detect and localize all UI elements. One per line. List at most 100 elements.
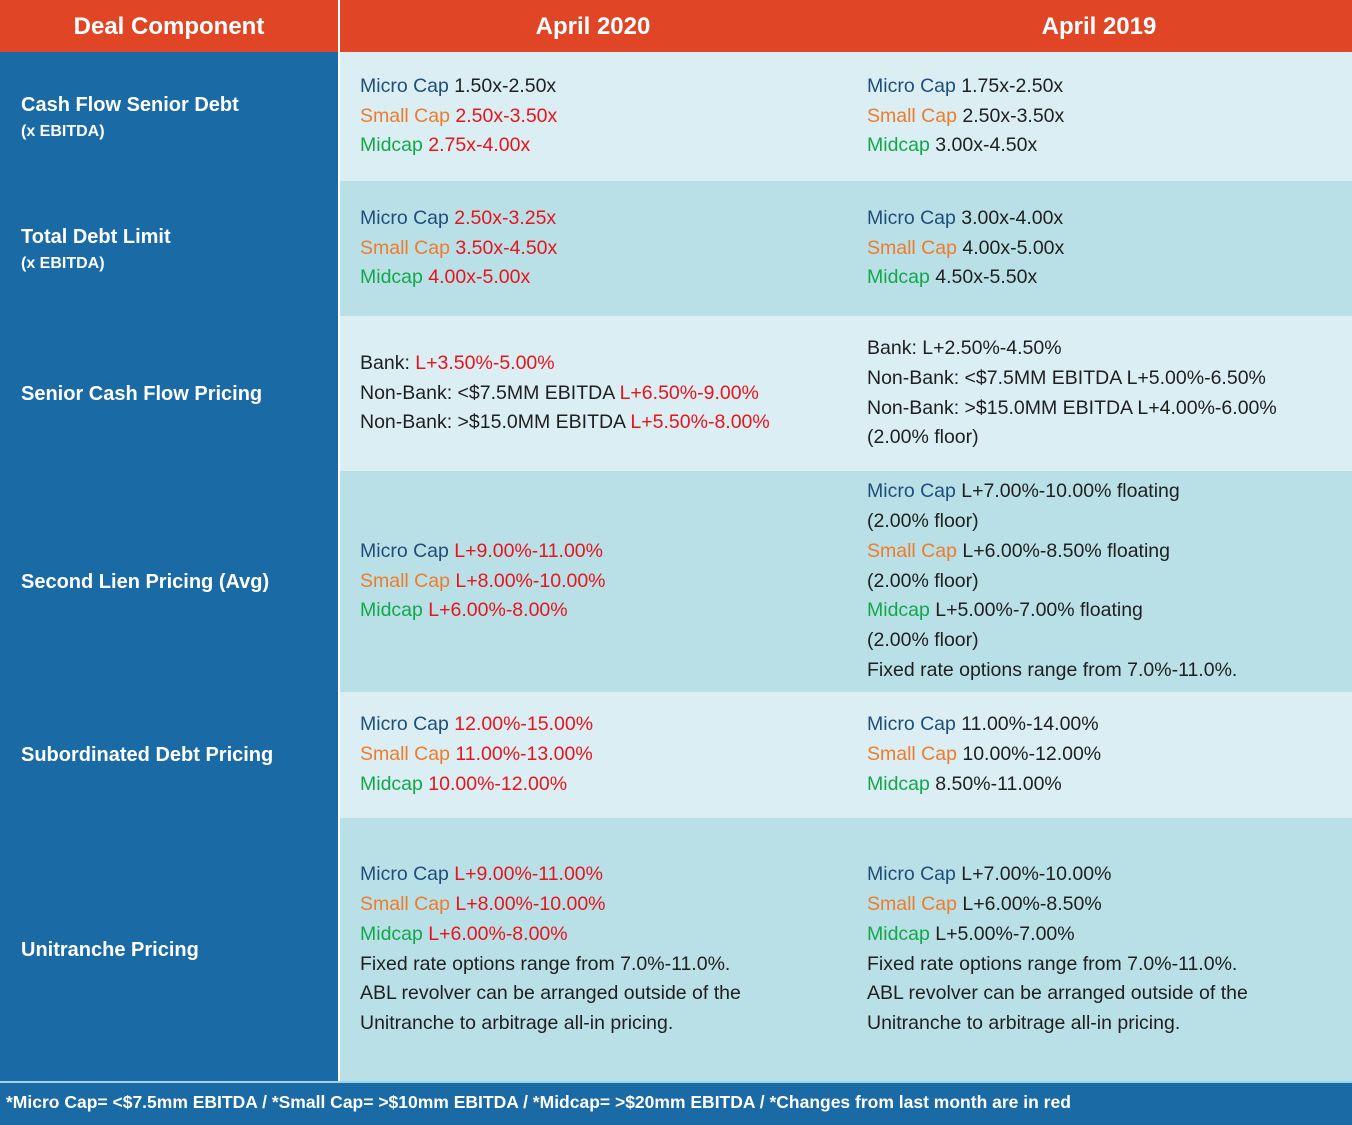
cell-line: Bank: L+3.50%-5.00% bbox=[360, 349, 846, 379]
cell-line: Micro Cap L+7.00%-10.00% floating bbox=[867, 477, 1352, 507]
cell-line: (2.00% floor) bbox=[867, 507, 1352, 537]
cell-text: 3.00x-4.50x bbox=[929, 134, 1038, 157]
row-label-main: Unitranche Pricing bbox=[21, 938, 199, 961]
changed-value: L+9.00%-11.00% bbox=[448, 539, 603, 562]
cell-line: Micro Cap L+9.00%-11.00% bbox=[360, 537, 846, 567]
cell-text: L+5.00%-7.00% bbox=[929, 922, 1075, 945]
cell-line: Midcap 4.00x-5.00x bbox=[360, 263, 846, 293]
cell-line: Fixed rate options range from 7.0%-11.0%… bbox=[360, 950, 846, 980]
cell-text: Micro Cap bbox=[360, 74, 449, 97]
cell-text: Small Cap bbox=[867, 892, 957, 915]
cell-line: Bank: L+2.50%-4.50% bbox=[867, 334, 1352, 364]
cell-text: Small Cap bbox=[867, 104, 957, 127]
cell-april-2019: Micro Cap 11.00%-14.00% Small Cap 10.00%-… bbox=[846, 692, 1352, 818]
row-label: Senior Cash Flow Pricing bbox=[0, 316, 338, 471]
cell-line: Midcap 4.50x-5.50x bbox=[867, 263, 1352, 293]
cell-text: (2.00% floor) bbox=[867, 569, 979, 592]
cell-text: Unitranche to arbitrage all-in pricing. bbox=[867, 1012, 1181, 1035]
cell-text: Midcap bbox=[360, 922, 423, 945]
cell-april-2020: Micro Cap 2.50x-3.25x Small Cap 3.50x-4.5… bbox=[340, 181, 846, 316]
cell-text: Non-Bank: >$15.0MM EBITDA L+4.00%-6.00% bbox=[867, 396, 1277, 419]
cell-text: 4.50x-5.50x bbox=[929, 266, 1038, 289]
cell-line: Small Cap 4.00x-5.00x bbox=[867, 234, 1352, 264]
cell-line: Midcap L+6.00%-8.00% bbox=[360, 596, 846, 626]
cell-line: Small Cap 11.00%-13.00% bbox=[360, 740, 846, 770]
cell-line: Midcap L+5.00%-7.00% floating bbox=[867, 596, 1352, 626]
cell-text: Bank: bbox=[360, 351, 416, 374]
table-header: Deal Component April 2020 April 2019 bbox=[0, 0, 1352, 52]
row-label-main: Second Lien Pricing (Avg) bbox=[21, 570, 270, 593]
cell-line: Micro Cap 2.50x-3.25x bbox=[360, 204, 846, 234]
cell-line: Micro Cap L+9.00%-11.00% bbox=[360, 860, 846, 890]
cell-line: (2.00% floor) bbox=[867, 567, 1352, 597]
cell-text: 2.50x-3.50x bbox=[956, 104, 1065, 127]
cell-line: Non-Bank: <$7.5MM EBITDA L+5.00%-6.50% bbox=[867, 364, 1352, 394]
cell-text: Fixed rate options range from 7.0%-11.0%… bbox=[867, 658, 1238, 681]
cell-line: Midcap L+6.00%-8.00% bbox=[360, 920, 846, 950]
table-row: Unitranche Pricing Micro Cap L+9.00%-11.… bbox=[0, 818, 1352, 1081]
cell-text: Micro Cap bbox=[360, 539, 449, 562]
cell-april-2020: Bank: L+3.50%-5.00% Non-Bank: <$7.5MM EBI… bbox=[340, 316, 846, 471]
cell-line: Fixed rate options range from 7.0%-11.0%… bbox=[867, 950, 1352, 980]
cell-line: Micro Cap L+7.00%-10.00% bbox=[867, 860, 1352, 890]
cell-april-2020: Micro Cap 1.50x-2.50x Small Cap 2.50x-3.5… bbox=[340, 52, 846, 181]
cell-line: Micro Cap 12.00%-15.00% bbox=[360, 710, 846, 740]
cell-text: L+6.00%-8.50% floating bbox=[956, 539, 1170, 562]
cell-april-2019: Micro Cap L+7.00%-10.00% Small Cap L+6.00… bbox=[846, 818, 1352, 1081]
cell-line: Small Cap 2.50x-3.50x bbox=[360, 102, 846, 132]
changed-value: L+6.00%-8.00% bbox=[422, 922, 568, 945]
cell-line: Midcap 8.50%-11.00% bbox=[867, 770, 1352, 800]
cell-line: Unitranche to arbitrage all-in pricing. bbox=[867, 1009, 1352, 1039]
cell-text: Small Cap bbox=[360, 104, 450, 127]
cell-line: Small Cap 10.00%-12.00% bbox=[867, 740, 1352, 770]
cell-text: Unitranche to arbitrage all-in pricing. bbox=[360, 1012, 674, 1035]
changed-value: L+8.00%-10.00% bbox=[449, 569, 606, 592]
cell-text: Fixed rate options range from 7.0%-11.0%… bbox=[867, 952, 1238, 975]
cell-text: Small Cap bbox=[360, 569, 450, 592]
cell-text: Micro Cap bbox=[360, 863, 449, 886]
cell-april-2020: Micro Cap 12.00%-15.00% Small Cap 11.00%-… bbox=[340, 692, 846, 818]
cell-line: Micro Cap 1.75x-2.50x bbox=[867, 72, 1352, 102]
row-label-main: Senior Cash Flow Pricing bbox=[21, 382, 263, 405]
cell-text: 11.00%-14.00% bbox=[955, 713, 1099, 736]
row-label-main: Subordinated Debt Pricing bbox=[21, 744, 274, 766]
cell-line: (2.00% floor) bbox=[867, 626, 1352, 656]
cell-text: Midcap bbox=[867, 922, 930, 945]
cell-text: Micro Cap bbox=[360, 206, 449, 229]
cell-text: L+5.00%-7.00% floating bbox=[929, 599, 1143, 622]
cell-text: L+6.00%-8.50% bbox=[956, 892, 1102, 915]
cell-text: Small Cap bbox=[867, 236, 957, 259]
changed-value: 2.50x-3.50x bbox=[449, 104, 558, 127]
table-row: Second Lien Pricing (Avg) Micro Cap L+9.… bbox=[0, 471, 1352, 692]
row-label-sub: (x EBITDA) bbox=[21, 122, 105, 140]
header-divider bbox=[338, 0, 340, 52]
cell-text: Micro Cap bbox=[360, 713, 449, 736]
cell-text: Micro Cap bbox=[867, 713, 956, 736]
cell-line: Midcap L+5.00%-7.00% bbox=[867, 920, 1352, 950]
cell-text: 10.00%-12.00% bbox=[956, 743, 1102, 766]
header-april-2020: April 2020 bbox=[535, 13, 651, 40]
cell-text: Midcap bbox=[867, 599, 930, 622]
cell-text: Small Cap bbox=[867, 539, 957, 562]
changed-value: L+6.00%-8.00% bbox=[422, 599, 568, 622]
cell-april-2019: Micro Cap L+7.00%-10.00% floating (2.00% … bbox=[846, 471, 1352, 692]
changed-value: L+3.50%-5.00% bbox=[415, 351, 555, 374]
row-label: Cash Flow Senior Debt (x EBITDA) bbox=[0, 52, 338, 181]
row-label: Unitranche Pricing bbox=[0, 818, 338, 1081]
changed-value: 2.50x-3.25x bbox=[448, 206, 557, 229]
cell-text: Micro Cap bbox=[867, 74, 956, 97]
cell-line: Midcap 10.00%-12.00% bbox=[360, 770, 846, 800]
cell-april-2020: Micro Cap L+9.00%-11.00% Small Cap L+8.00… bbox=[340, 818, 846, 1081]
cell-text: Small Cap bbox=[867, 743, 957, 766]
cell-line: Non-Bank: <$7.5MM EBITDA L+6.50%-9.00% bbox=[360, 379, 846, 409]
row-label: Subordinated Debt Pricing bbox=[0, 692, 338, 818]
cell-line: Small Cap L+6.00%-8.50% floating bbox=[867, 537, 1352, 567]
cell-april-2019: Micro Cap 3.00x-4.00x Small Cap 4.00x-5.0… bbox=[846, 181, 1352, 316]
table-row: Total Debt Limit (x EBITDA) Micro Cap 2.… bbox=[0, 181, 1352, 316]
cell-text: Midcap bbox=[360, 599, 423, 622]
cell-text: L+7.00%-10.00% floating bbox=[955, 480, 1180, 503]
changed-value: L+6.50%-9.00% bbox=[619, 381, 759, 404]
cell-line: Fixed rate options range from 7.0%-11.0%… bbox=[867, 656, 1352, 686]
cell-april-2020: Micro Cap L+9.00%-11.00% Small Cap L+8.00… bbox=[340, 471, 846, 692]
